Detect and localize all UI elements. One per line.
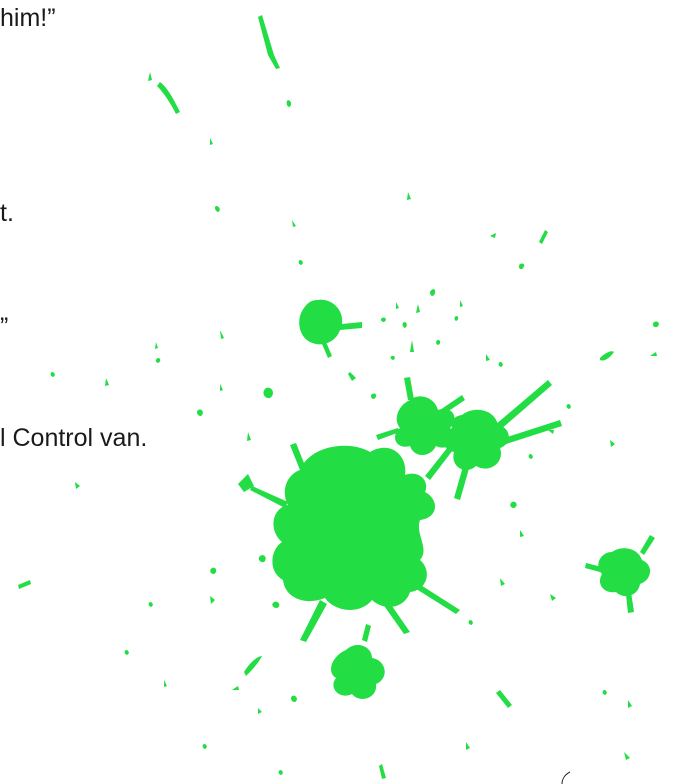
text-line-1: him!” (0, 4, 56, 32)
splatter-round-drop (299, 299, 362, 345)
text-line-2: t. (0, 199, 14, 227)
text-line-4: l Control van. (0, 424, 148, 452)
text-line-3: ” (0, 313, 9, 341)
splatter-upper-splat (395, 396, 455, 455)
splatter-main-blob (272, 445, 436, 610)
